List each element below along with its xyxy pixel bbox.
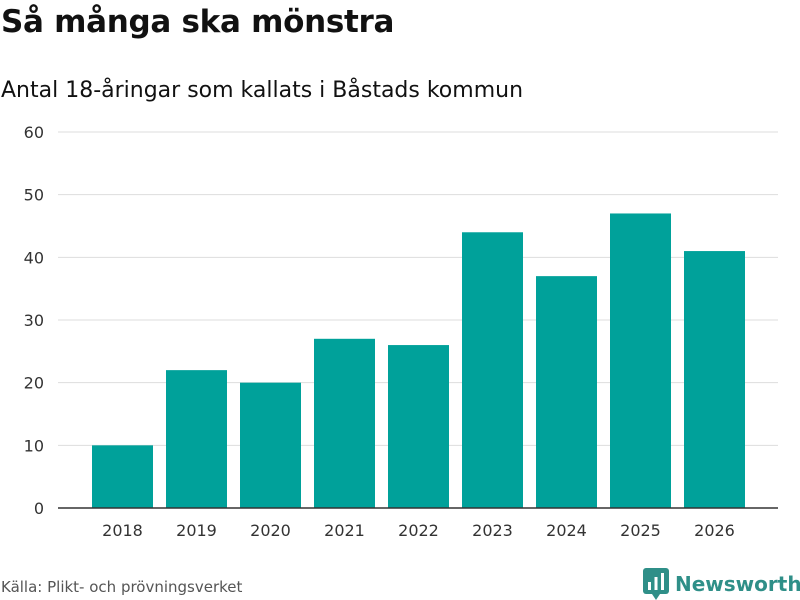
bar-2024: [536, 276, 597, 508]
brand-logo: Newsworthy: [643, 568, 800, 600]
bars: [92, 213, 745, 509]
x-tick-label: 2023: [472, 521, 513, 540]
source-note: Källa: Plikt- och prövningsverket: [1, 578, 243, 596]
x-axis-ticks: 2018 2019 2020 2021 2022 2023 2024 2025 2026: [102, 521, 735, 540]
y-tick-label: 20: [24, 374, 44, 393]
x-tick-label: 2022: [398, 521, 439, 540]
y-tick-label: 30: [24, 311, 44, 330]
x-tick-label: 2025: [620, 521, 661, 540]
x-tick-label: 2020: [250, 521, 291, 540]
y-tick-label: 0: [34, 499, 44, 518]
bar-2020: [240, 382, 301, 508]
x-tick-label: 2026: [694, 521, 735, 540]
bar-2025: [610, 213, 671, 508]
y-tick-label: 50: [24, 186, 44, 205]
x-tick-label: 2024: [546, 521, 587, 540]
y-tick-label: 60: [24, 123, 44, 142]
y-tick-label: 10: [24, 436, 44, 455]
x-tick-label: 2019: [176, 521, 217, 540]
bar-2019: [166, 370, 227, 508]
bar-2021: [314, 338, 375, 508]
bar-2018: [92, 445, 153, 508]
y-axis-ticks: 0 10 20 30 40 50 60: [24, 123, 44, 518]
x-tick-label: 2018: [102, 521, 143, 540]
brand-name: Newsworthy: [675, 572, 800, 596]
x-tick-label: 2021: [324, 521, 365, 540]
y-tick-label: 40: [24, 248, 44, 267]
newsworthy-logo-icon: [643, 568, 669, 600]
bar-2022: [388, 345, 449, 508]
bar-2023: [462, 232, 523, 508]
chart-title: Så många ska mönstra: [1, 4, 395, 40]
bar-2026: [684, 251, 745, 509]
chart-subtitle: Antal 18-åringar som kallats i Båstads k…: [1, 78, 524, 103]
